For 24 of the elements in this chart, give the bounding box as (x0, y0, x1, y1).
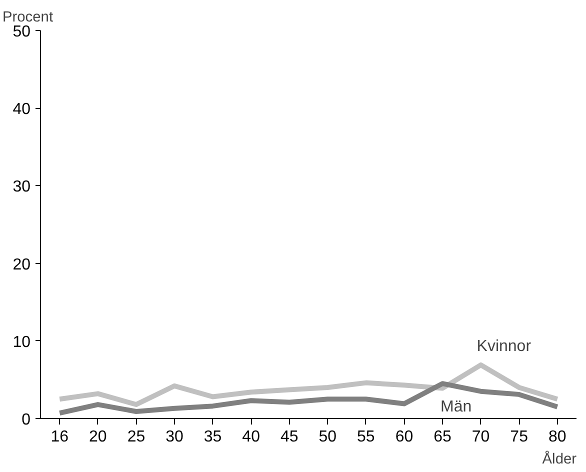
y-tick-label: 40 (12, 101, 31, 118)
x-tick-label: 60 (395, 428, 414, 446)
x-tick-label: 20 (89, 428, 107, 446)
x-axis-title: Ålder (542, 450, 577, 468)
x-tick-label: 50 (318, 428, 337, 446)
y-tick-label: 50 (12, 24, 31, 40)
x-tick-label: 35 (204, 428, 222, 446)
x-tick-label: 25 (127, 428, 146, 446)
x-tick-label: 45 (280, 428, 298, 446)
x-tick-label: 40 (242, 428, 260, 446)
x-tick-label: 30 (166, 428, 184, 446)
x-tick-label: 16 (50, 428, 69, 446)
x-tick-label: 80 (548, 428, 566, 446)
x-tick-label: 55 (357, 428, 375, 446)
y-tick-label: 30 (12, 178, 31, 196)
y-tick-label: 10 (12, 334, 31, 351)
y-tick-label: 0 (22, 412, 31, 428)
x-tick-label: 75 (510, 428, 528, 446)
y-tick-label: 20 (12, 256, 31, 274)
x-tick-label: 65 (434, 428, 452, 446)
series-label: Kvinnor (476, 338, 532, 355)
x-tick-label: 70 (472, 428, 490, 446)
series-label: Män (440, 398, 472, 416)
y-axis-title: Procent (2, 10, 54, 26)
